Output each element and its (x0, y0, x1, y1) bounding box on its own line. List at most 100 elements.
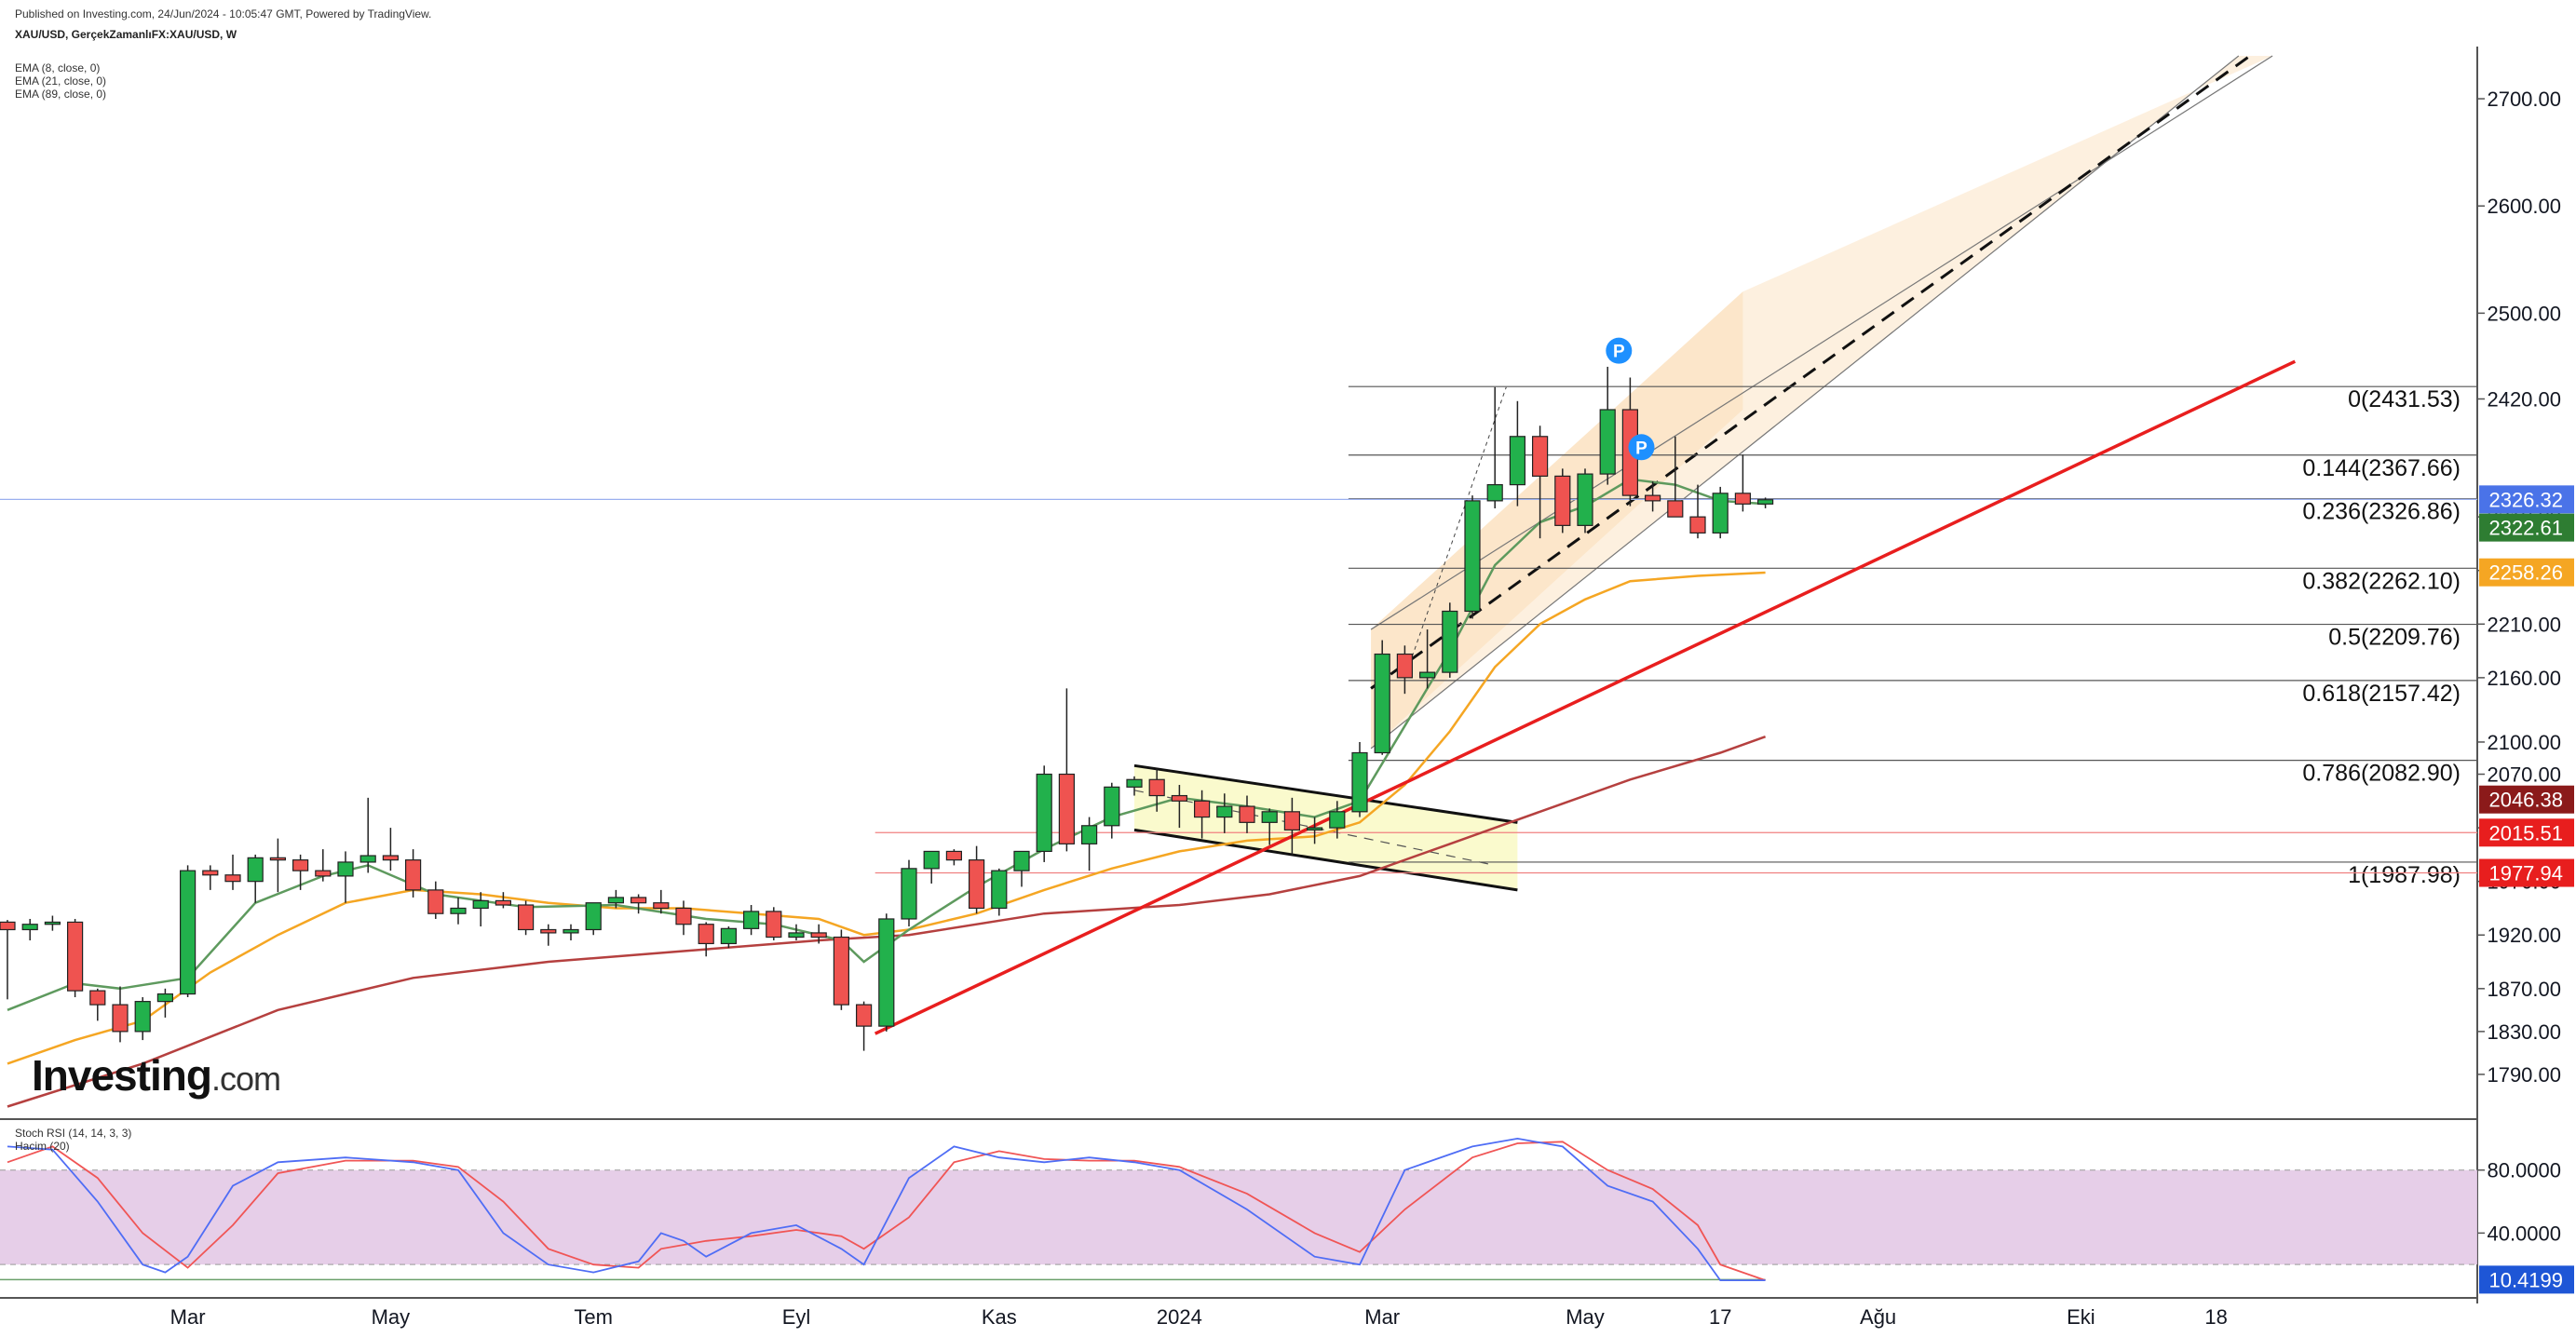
candle-body (1442, 610, 1458, 673)
pivot-markers: PP (1606, 337, 1655, 461)
rising-channel (1370, 54, 2273, 750)
x-tick-label: May (1566, 1305, 1605, 1329)
candle-body (1464, 500, 1481, 613)
pivot-marker-1 (1628, 434, 1655, 461)
candle-body (427, 889, 444, 914)
candle-body (112, 1004, 129, 1033)
candle-body (1689, 516, 1706, 534)
bull-flag (1133, 763, 1518, 892)
candle-body (292, 859, 309, 871)
candle-body (855, 1004, 873, 1027)
price-tag-label-0: 2326.32 (2488, 488, 2563, 511)
ema89-line (7, 736, 1767, 1108)
candle-body (945, 850, 963, 861)
candle-body (675, 907, 692, 925)
x-tick-label: Tem (574, 1305, 613, 1329)
price-tag-2 (2479, 558, 2574, 587)
grid (0, 47, 2478, 1303)
volume-legend[interactable]: Hacim (20) (15, 1140, 70, 1153)
candle-body (720, 927, 738, 945)
y-tick-label: 1790.00 (2487, 1063, 2561, 1087)
y-tick-label: 1830.00 (2487, 1020, 2561, 1044)
x-tick-label: Mar (1364, 1305, 1400, 1329)
price-tag-0 (2479, 485, 2574, 514)
support-trendline (874, 359, 2297, 1035)
candle-body (1374, 653, 1390, 754)
rsi-current-tag (2479, 1265, 2574, 1294)
price-tag-label-3: 2046.38 (2488, 789, 2563, 812)
candle-body (1193, 800, 1211, 818)
candle-body (1058, 773, 1076, 844)
price-tag-3 (2479, 785, 2574, 814)
y-tick-label: 2500.00 (2487, 302, 2561, 325)
candle-body (1644, 494, 1661, 502)
candle-body (1734, 493, 1752, 505)
candle-body (878, 918, 895, 1027)
flag-lower-line (1133, 828, 1518, 892)
channel-lower-line (1370, 55, 2240, 750)
ema89-legend[interactable]: EMA (89, close, 0) (15, 88, 107, 101)
x-tick-label: May (372, 1305, 411, 1329)
pivot-marker-label: P (1635, 439, 1647, 458)
symbol-title: XAU/USD, GerçekZamanlıFX:XAU/USD, W (15, 28, 237, 41)
y-tick-label: 2420.00 (2487, 387, 2561, 411)
ema21-legend[interactable]: EMA (21, close, 0) (15, 74, 107, 88)
candle-body (563, 928, 579, 934)
candle-body (405, 859, 422, 891)
x-tick-label: 18 (2204, 1305, 2227, 1329)
candle-body (382, 855, 399, 861)
candle-body (788, 932, 805, 939)
candle-body (1667, 500, 1684, 518)
candle-body (1396, 653, 1414, 679)
price-tag-label-5: 1977.94 (2488, 862, 2563, 885)
fib-label-4: 0.5(2209.76) (2328, 625, 2461, 651)
candle-body (991, 870, 1008, 910)
price-tag-label-2: 2258.26 (2488, 561, 2563, 585)
x-tick-label: Eyl (782, 1305, 811, 1329)
y-tick-label: 2160.00 (2487, 667, 2561, 690)
candle-body (1531, 436, 1549, 477)
candle-body (472, 899, 489, 910)
candle-body (1509, 436, 1526, 486)
x-tick-label: Ağu (1860, 1305, 1896, 1329)
candle-body (359, 855, 376, 863)
candle-body (66, 921, 84, 992)
candle-body (968, 859, 985, 910)
stoch-rsi-panel: 40.0000 80.0000 10.4199 (0, 1137, 2574, 1294)
stoch-rsi-legend[interactable]: Stoch RSI (14, 14, 3, 3) (15, 1127, 132, 1140)
candle-body (923, 850, 940, 870)
candle-body (810, 932, 827, 939)
candle-body (1577, 473, 1593, 526)
candle-body (247, 857, 264, 883)
candle-body (495, 899, 512, 906)
pivot-marker-0 (1606, 337, 1633, 364)
channel-mid-line (1370, 54, 2251, 690)
trendline (874, 359, 2297, 1035)
published-note: Published on Investing.com, 24/Jun/2024 … (15, 7, 432, 20)
rsi-tick-label: 40.0000 (2487, 1222, 2561, 1245)
candle-body (1239, 805, 1255, 823)
candle-body (1351, 751, 1368, 813)
y-tick-label: 2600.00 (2487, 195, 2561, 218)
fib-label-5: 0.618(2157.42) (2302, 681, 2461, 707)
candle-body (540, 928, 557, 934)
candle-body (450, 907, 467, 914)
flag-fill (1134, 765, 1518, 890)
candle-body (134, 1001, 151, 1033)
candle-body (742, 911, 760, 929)
fibonacci-retracement: 0(2431.53) 0.144(2367.66) 0.236(2326.86) 0.… (0, 385, 2477, 888)
x-tick-label: 2024 (1157, 1305, 1202, 1329)
candle-body (1013, 850, 1030, 871)
flag-upper-line (1133, 763, 1518, 824)
y-tick-label: 2700.00 (2487, 88, 2561, 111)
candle-body (630, 897, 647, 904)
candle-body (585, 902, 602, 931)
stoch-k-line (7, 1137, 1766, 1281)
ema8-legend[interactable]: EMA (8, close, 0) (15, 61, 101, 74)
candle-body (1148, 778, 1165, 797)
channel-extension (1371, 56, 2273, 749)
investing-logo: Investing.com (32, 1051, 281, 1100)
candle-body (1283, 811, 1301, 831)
candle-body (1329, 811, 1346, 829)
